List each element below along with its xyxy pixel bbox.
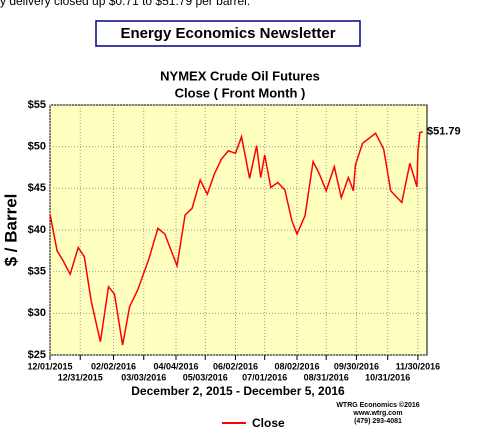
x-tick-label: 10/31/2016 (365, 372, 410, 382)
x-tick-label: 04/04/2016 (153, 361, 198, 371)
x-tick-label: 03/03/2016 (121, 372, 166, 382)
x-tick-label: 06/02/2016 (213, 361, 258, 371)
data-line (49, 131, 424, 346)
y-tick-label: $30 (28, 307, 46, 319)
x-tick-label: 07/01/2016 (242, 372, 287, 382)
y-tick-label: $35 (28, 266, 46, 278)
credit: WTRG Economics ©2016 (336, 401, 419, 409)
y-tick-label: $45 (28, 182, 46, 194)
y-tick-label: $55 (28, 99, 46, 111)
y-axis-label: $ / Barrel (1, 194, 20, 267)
x-tick-label: 08/02/2016 (274, 361, 319, 371)
plot-area (49, 104, 428, 356)
y-tick-label: $25 (28, 349, 46, 361)
header-text: y delivery closed up $0.71 to $51.79 per… (0, 0, 250, 8)
x-axis-label: December 2, 2015 - December 5, 2016 (131, 384, 345, 398)
banner: Energy Economics Newsletter (120, 25, 335, 42)
y-tick-label: $50 (28, 141, 46, 153)
x-tick-label: 12/31/2015 (58, 372, 103, 382)
banner-box (95, 20, 361, 47)
credit: (479) 293-4081 (354, 418, 402, 425)
last-value-label: $51.79 (427, 126, 461, 138)
chart-subtitle: Close ( Front Month ) (175, 85, 306, 100)
x-tick-label: 05/03/2016 (183, 372, 228, 382)
x-tick-label: 11/30/2016 (396, 361, 441, 371)
legend-label: Close (252, 416, 285, 430)
x-tick-label: 09/30/2016 (334, 361, 379, 371)
credit: www.wtrg.com (352, 410, 402, 417)
x-tick-label: 08/31/2016 (304, 372, 349, 382)
chart-title: NYMEX Crude Oil Futures (160, 68, 320, 83)
y-tick-label: $40 (28, 224, 46, 236)
x-tick-label: 12/01/2015 (27, 361, 72, 371)
x-tick-label: 02/02/2016 (91, 361, 136, 371)
